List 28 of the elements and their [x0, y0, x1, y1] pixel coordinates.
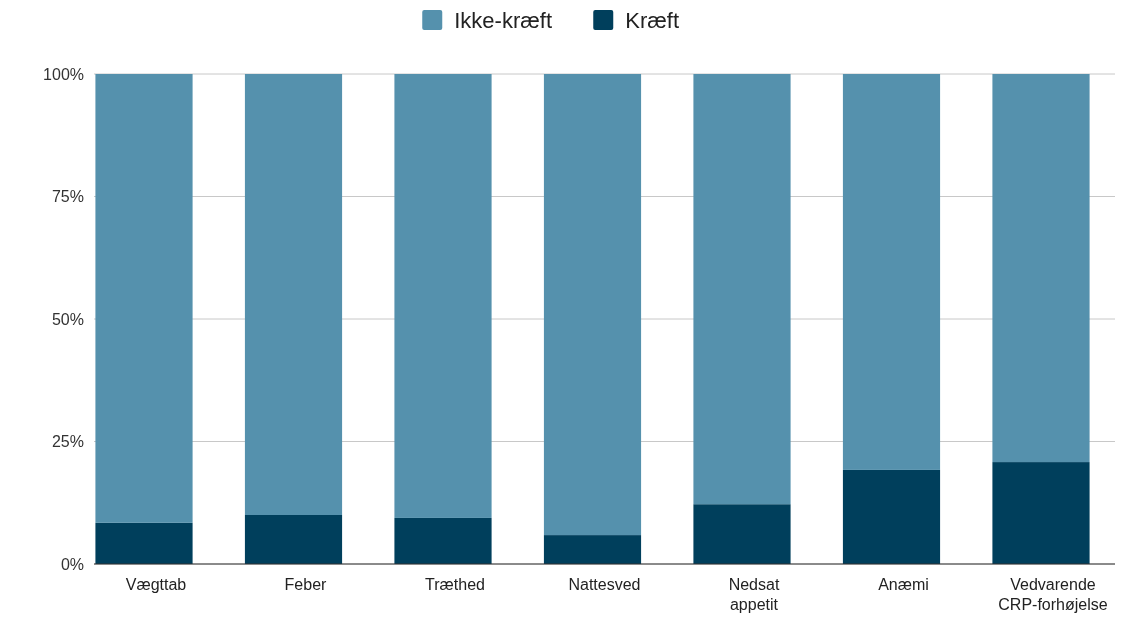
bar [543, 74, 642, 536]
bar [693, 74, 791, 505]
bar [244, 74, 343, 515]
bar [244, 515, 343, 564]
y-tick-label: 100% [43, 65, 84, 83]
bar [842, 74, 941, 470]
x-tick-label: Vedvarende CRP-forhøjelse [998, 576, 1108, 613]
x-tick-label: Nedsat appetit [728, 576, 780, 613]
bar [842, 469, 941, 564]
y-tick-label: 25% [51, 433, 84, 451]
bar [992, 74, 1090, 463]
legend-label: Ikke-kræft [454, 7, 553, 33]
bar [693, 504, 791, 564]
bar [992, 462, 1090, 564]
bar [95, 522, 193, 564]
y-tick-label: 0% [60, 555, 84, 573]
bar [95, 74, 193, 523]
y-tick-label: 75% [51, 188, 84, 206]
bar [394, 517, 492, 564]
x-tick-label: Anæmi [878, 576, 929, 593]
x-tick-label: Træthed [425, 576, 485, 593]
bar [543, 535, 642, 564]
x-tick-label: Nattesved [568, 576, 641, 593]
y-tick-label: 50% [51, 310, 84, 328]
x-tick-label: Feber [284, 576, 328, 593]
bar [394, 74, 492, 518]
legend-label: Kræft [625, 7, 680, 33]
x-tick-label: Vægttab [125, 576, 187, 593]
